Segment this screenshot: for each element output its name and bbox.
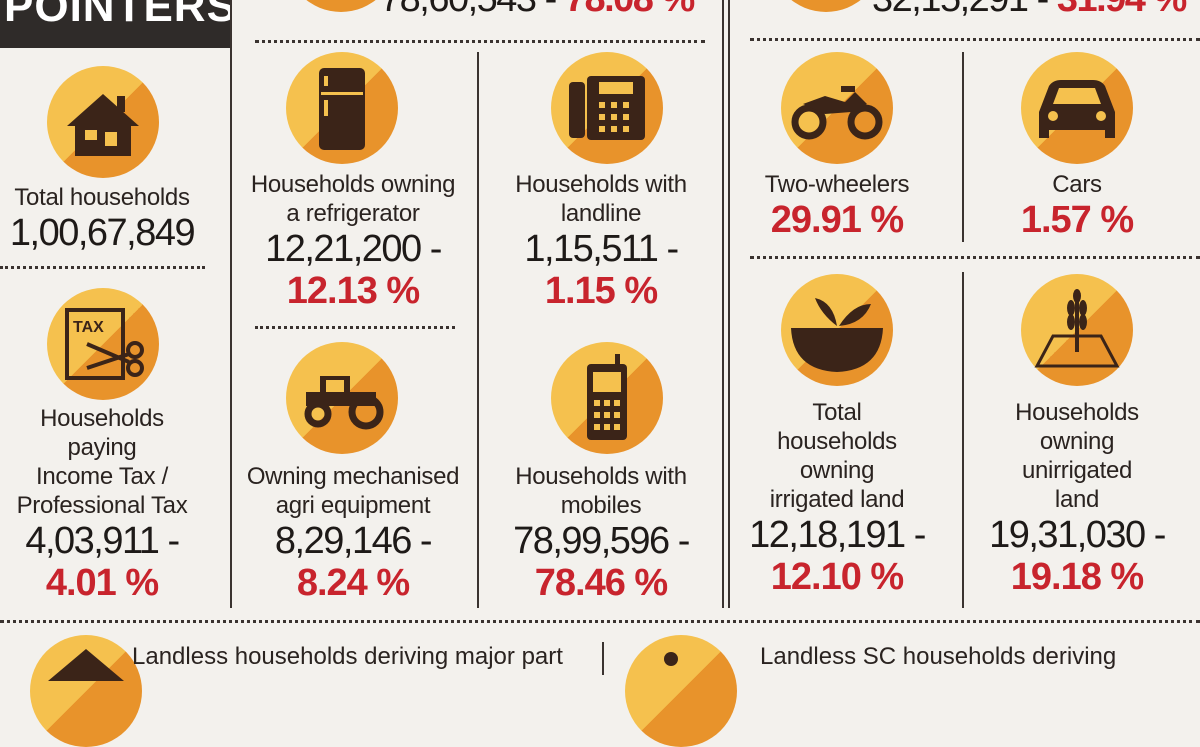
separator [0, 620, 1200, 623]
banner-title: POINTERS [4, 0, 230, 31]
landless-sc-icon [625, 635, 737, 747]
top-right-value: 32,15,291 - [872, 0, 1049, 20]
stat-pct: 12.10 % [770, 556, 904, 598]
stat-income-tax: Households paying Income Tax / Professio… [0, 404, 212, 604]
landless-house-icon [30, 635, 142, 747]
divider [477, 52, 479, 608]
stat-agri-equipment: Owning mechanised agri equipment 8,29,14… [233, 462, 473, 604]
stat-pct: 4.01 % [45, 562, 159, 604]
separator [750, 38, 1200, 41]
stat-pct: 19.18 % [1010, 556, 1144, 598]
top-left-value: 78,60,543 - [380, 0, 557, 20]
stat-value: 12,18,191 - [749, 514, 926, 556]
separator [0, 266, 205, 269]
divider [962, 52, 964, 242]
stat-label: Households with [515, 171, 687, 198]
stat-irrigated-land: Total households owning irrigated land 1… [732, 398, 942, 598]
stat-total-households: Total households 1,00,67,849 [0, 183, 212, 254]
stat-label: owning [1039, 428, 1115, 455]
stat-label: Households with [515, 463, 687, 490]
stat-label: Income Tax / [35, 463, 169, 490]
stat-pct: 12.13 % [286, 270, 420, 312]
bottom-left-text: Landless households deriving major part [132, 643, 563, 670]
stat-label: Cars [1052, 171, 1102, 198]
top-right-stat: 32,15,291 - 31.94 % [872, 0, 1187, 20]
stat-pct: 78.46 % [534, 562, 668, 604]
landline-phone-icon [551, 52, 663, 164]
stat-label: owning [799, 457, 875, 484]
stat-label: Owning mechanised [246, 463, 460, 490]
refrigerator-icon [286, 52, 398, 164]
top-right-pct: 31.94 % [1057, 0, 1187, 20]
separator [750, 256, 1200, 259]
stat-pct: 1.15 % [544, 270, 658, 312]
banner: POINTERS [0, 0, 230, 48]
stat-label: paying [67, 434, 137, 461]
divider [230, 0, 232, 608]
stat-mobiles: Households with mobiles 78,99,596 - 78.4… [486, 462, 716, 604]
tractor-icon [286, 342, 398, 454]
stat-pct: 1.57 % [1020, 199, 1134, 241]
stat-pct: 29.91 % [770, 199, 904, 241]
divider [722, 0, 724, 608]
stat-label: Households [1015, 399, 1139, 426]
house-icon [47, 66, 159, 178]
stat-value: 12,21,200 - [265, 228, 442, 270]
stat-pct: 8.24 % [296, 562, 410, 604]
stat-refrigerator: Households owning a refrigerator 12,21,2… [233, 170, 473, 312]
car-icon [1021, 52, 1133, 164]
mobile-phone-icon [551, 342, 663, 454]
tax-scissors-icon: TAX [47, 288, 159, 400]
stat-label: a refrigerator [286, 200, 420, 227]
separator [255, 40, 705, 43]
stat-label: agri equipment [275, 492, 431, 519]
stat-two-wheelers: Two-wheelers 29.91 % [732, 170, 942, 241]
stat-value: 4,03,911 - [25, 520, 180, 562]
stat-label: Total [812, 399, 862, 426]
stat-label: Professional Tax [16, 492, 188, 519]
stat-label: unirrigated [1021, 457, 1133, 484]
stat-label: households [777, 428, 897, 455]
stat-value: 19,31,030 - [989, 514, 1166, 556]
top-right-circle-icon [770, 0, 882, 12]
top-left-pct: 78.08 % [565, 0, 695, 20]
stat-label: Households [40, 405, 164, 432]
stat-cars: Cars 1.57 % [977, 170, 1177, 241]
wheat-field-icon [1021, 274, 1133, 386]
stat-unirrigated-land: Households owning unirrigated land 19,31… [972, 398, 1182, 598]
stat-value: 1,15,511 - [524, 228, 679, 270]
top-left-stat: 78,60,543 - 78.08 % [380, 0, 695, 20]
separator [255, 326, 455, 329]
stat-label: landline [560, 200, 642, 227]
bottom-right-text: Landless SC households deriving [760, 643, 1117, 670]
divider [728, 0, 730, 608]
stat-label: Total households [14, 184, 190, 211]
plant-soil-icon [781, 274, 893, 386]
stat-value: 78,99,596 - [513, 520, 690, 562]
divider [602, 642, 604, 675]
stat-label: mobiles [560, 492, 642, 519]
stat-label: Households owning [250, 171, 456, 198]
svg-text:TAX: TAX [73, 319, 104, 336]
stat-value: 8,29,146 - [274, 520, 433, 562]
motorcycle-icon [781, 52, 893, 164]
stat-label: Two-wheelers [764, 171, 910, 198]
divider [962, 272, 964, 608]
stat-label: irrigated land [769, 486, 905, 513]
stat-label: land [1054, 486, 1100, 513]
stat-landline: Households with landline 1,15,511 - 1.15… [486, 170, 716, 312]
stat-value: 1,00,67,849 [9, 212, 196, 254]
